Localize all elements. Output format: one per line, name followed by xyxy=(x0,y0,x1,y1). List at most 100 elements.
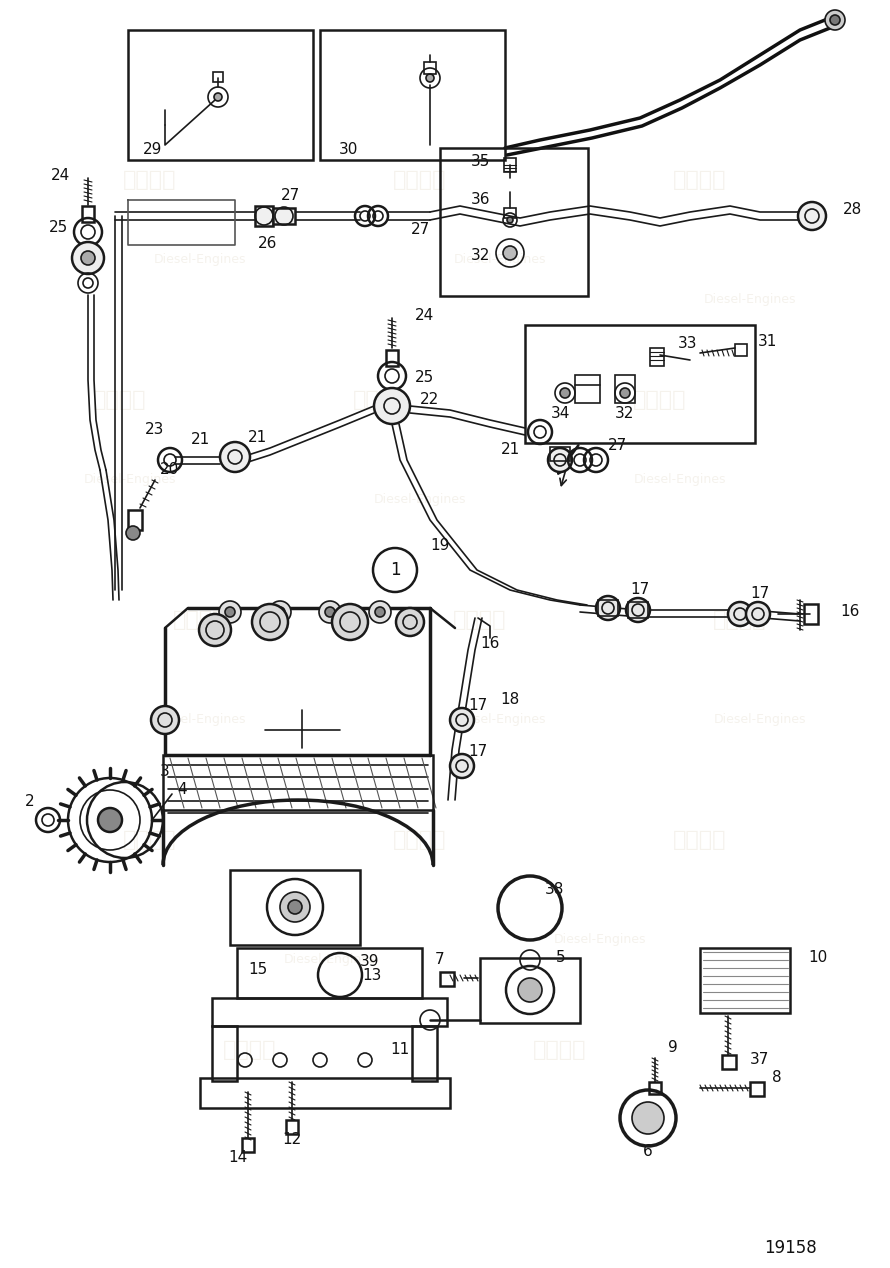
Bar xyxy=(163,754,433,810)
Text: 19158: 19158 xyxy=(764,1239,816,1257)
Bar xyxy=(649,1082,661,1094)
Circle shape xyxy=(319,601,341,623)
Circle shape xyxy=(450,754,474,779)
Circle shape xyxy=(214,93,222,101)
Bar xyxy=(82,205,94,222)
Text: 紫发动力: 紫发动力 xyxy=(393,170,447,190)
Bar xyxy=(804,604,818,624)
Circle shape xyxy=(269,601,291,623)
Bar xyxy=(212,1026,237,1082)
Bar xyxy=(735,344,747,356)
Text: 20: 20 xyxy=(160,463,179,478)
Text: 1: 1 xyxy=(390,560,400,579)
Circle shape xyxy=(746,602,770,626)
Text: Diesel-Engines: Diesel-Engines xyxy=(454,714,546,727)
Text: Diesel-Engines: Diesel-Engines xyxy=(154,714,247,727)
Text: Diesel-Engines: Diesel-Engines xyxy=(374,493,466,506)
Circle shape xyxy=(798,202,826,230)
Bar xyxy=(273,208,295,224)
Circle shape xyxy=(72,242,104,274)
Circle shape xyxy=(199,614,231,645)
Circle shape xyxy=(225,607,235,618)
Text: 21: 21 xyxy=(190,432,210,448)
Text: Diesel-Engines: Diesel-Engines xyxy=(84,473,176,487)
Text: 15: 15 xyxy=(248,962,267,978)
Text: 紫发动力: 紫发动力 xyxy=(123,831,177,850)
Bar xyxy=(650,347,664,366)
Text: 30: 30 xyxy=(338,142,358,157)
Circle shape xyxy=(280,891,310,922)
Text: 31: 31 xyxy=(758,335,777,350)
Text: 5: 5 xyxy=(556,951,566,965)
Text: 34: 34 xyxy=(550,406,570,421)
Circle shape xyxy=(596,596,620,620)
Bar xyxy=(525,325,755,443)
Bar xyxy=(255,205,273,226)
Circle shape xyxy=(252,604,288,640)
Text: Diesel-Engines: Diesel-Engines xyxy=(454,254,546,266)
Text: 24: 24 xyxy=(415,308,434,323)
Bar xyxy=(286,1120,298,1134)
Text: Diesel-Engines: Diesel-Engines xyxy=(634,473,726,487)
Text: 紫发动力: 紫发动力 xyxy=(713,610,767,630)
Bar xyxy=(386,350,398,366)
Text: 6: 6 xyxy=(643,1145,653,1159)
Text: 27: 27 xyxy=(280,189,300,203)
Circle shape xyxy=(220,443,250,472)
Bar xyxy=(212,998,447,1026)
Text: 11: 11 xyxy=(391,1042,409,1058)
Bar xyxy=(412,1026,437,1082)
Circle shape xyxy=(375,607,385,618)
Text: 紫发动力: 紫发动力 xyxy=(93,391,147,410)
Circle shape xyxy=(507,217,513,223)
Text: Diesel-Engines: Diesel-Engines xyxy=(714,714,806,727)
Text: 25: 25 xyxy=(415,370,434,385)
Bar xyxy=(242,1137,254,1153)
Text: 紫发动力: 紫发动力 xyxy=(393,831,447,850)
Circle shape xyxy=(632,1102,664,1134)
Text: 38: 38 xyxy=(546,883,564,898)
Circle shape xyxy=(325,607,335,618)
Text: Diesel-Engines: Diesel-Engines xyxy=(704,293,797,307)
Text: 紫发动力: 紫发动力 xyxy=(533,1040,587,1060)
Text: 10: 10 xyxy=(808,951,827,965)
Text: 4: 4 xyxy=(177,782,187,798)
Circle shape xyxy=(369,601,391,623)
Text: 紫发动力: 紫发动力 xyxy=(223,1040,277,1060)
Bar xyxy=(200,1078,450,1108)
Text: 26: 26 xyxy=(258,237,278,251)
Circle shape xyxy=(560,388,570,398)
Text: 24: 24 xyxy=(51,167,70,183)
Text: 27: 27 xyxy=(608,439,627,454)
Text: 19: 19 xyxy=(430,538,449,553)
Text: 紫发动力: 紫发动力 xyxy=(634,391,687,410)
Circle shape xyxy=(503,246,517,260)
Text: 32: 32 xyxy=(615,406,635,421)
Bar xyxy=(480,959,580,1023)
Text: 紫发动力: 紫发动力 xyxy=(673,170,727,190)
Text: 21: 21 xyxy=(248,430,267,445)
Circle shape xyxy=(626,598,650,623)
Bar xyxy=(237,948,422,998)
Circle shape xyxy=(830,15,840,25)
Text: 17: 17 xyxy=(468,744,488,760)
Bar xyxy=(700,948,790,1013)
Circle shape xyxy=(98,808,122,832)
Text: 17: 17 xyxy=(468,699,488,714)
Text: 37: 37 xyxy=(750,1052,769,1068)
Text: 33: 33 xyxy=(678,336,698,350)
Text: 紫发动力: 紫发动力 xyxy=(453,610,506,630)
Text: 17: 17 xyxy=(750,587,770,601)
Bar xyxy=(504,158,516,172)
Text: Diesel-Engines: Diesel-Engines xyxy=(554,933,646,946)
Circle shape xyxy=(620,388,630,398)
Text: 18: 18 xyxy=(500,692,520,708)
Text: 9: 9 xyxy=(668,1041,678,1055)
Circle shape xyxy=(332,604,368,640)
Text: 17: 17 xyxy=(630,582,650,597)
Bar xyxy=(722,1055,736,1069)
Circle shape xyxy=(275,607,285,618)
Text: 39: 39 xyxy=(360,955,380,970)
Circle shape xyxy=(151,706,179,734)
Bar xyxy=(575,375,600,403)
